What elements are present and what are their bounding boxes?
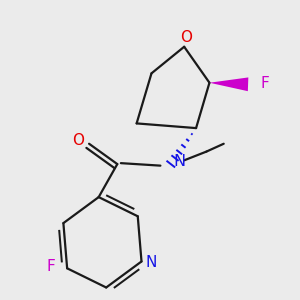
- Text: F: F: [260, 76, 269, 91]
- Text: N: N: [145, 255, 157, 270]
- Text: F: F: [46, 259, 55, 274]
- Text: N: N: [174, 154, 186, 169]
- Polygon shape: [209, 77, 248, 91]
- Text: O: O: [72, 133, 84, 148]
- Text: O: O: [180, 30, 192, 45]
